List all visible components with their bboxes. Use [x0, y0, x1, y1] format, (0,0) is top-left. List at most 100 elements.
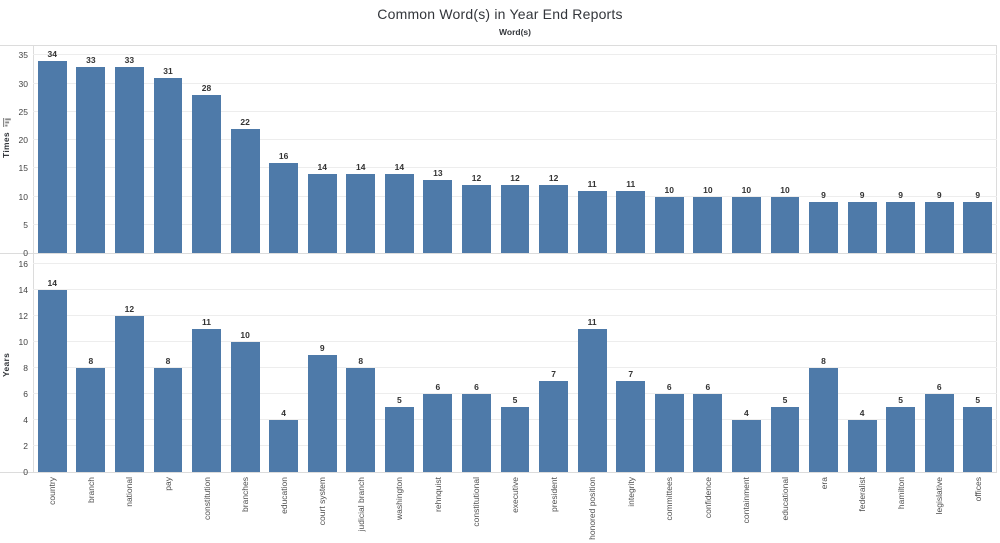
bar-constitutional-times[interactable] [462, 185, 491, 253]
bar-court-system-years[interactable] [307, 355, 337, 472]
bar-slot: 31 [149, 45, 188, 253]
bar-honored-position-times[interactable] [577, 190, 607, 253]
bar-judicial-branch-times[interactable] [346, 173, 376, 253]
bar-washington-times[interactable] [384, 173, 414, 253]
bar-value-label: 5 [898, 395, 904, 405]
bar-legislative-years[interactable] [924, 394, 954, 472]
bar-slot: 9 [843, 45, 882, 253]
bar-era-times[interactable] [809, 202, 838, 253]
bar-slot: 28 [187, 45, 226, 253]
bar-containment-years[interactable] [731, 420, 761, 472]
bar-value-label: 34 [47, 48, 58, 59]
bar-branch-years[interactable] [76, 368, 106, 472]
bar-court-system-times[interactable] [307, 173, 337, 253]
bar-integrity-years[interactable] [616, 381, 646, 472]
bar-country-years[interactable] [37, 290, 67, 472]
bar-constitution-years[interactable] [192, 329, 221, 472]
bar-educational-years[interactable] [770, 407, 800, 472]
bar-offices-years[interactable] [963, 407, 993, 472]
bar-national-years[interactable] [114, 316, 144, 472]
bar-federalist-times[interactable] [847, 202, 877, 253]
bar-confidence-years[interactable] [693, 394, 723, 472]
bar-value-label: 13 [433, 167, 443, 178]
bar-slot: 6 [920, 253, 959, 472]
bar-national-times[interactable] [114, 66, 144, 253]
bar-value-label: 11 [587, 317, 597, 327]
category-slot: washington [380, 472, 419, 542]
bar-executive-times[interactable] [500, 185, 530, 253]
bar-slot: 13 [419, 45, 458, 253]
bar-era-years[interactable] [809, 368, 838, 472]
bar-row: 34 33 33 31 28 22 16 14 14 14 13 12 12 12 11 11 10 10 10 10… [33, 45, 997, 253]
bar-value-label: 9 [898, 190, 904, 201]
bar-pay-times[interactable] [153, 77, 183, 253]
y-tick-label: 12 [18, 311, 28, 321]
bar-federalist-years[interactable] [847, 420, 877, 472]
bar-president-times[interactable] [539, 185, 569, 253]
category-label-washington: washington [394, 477, 405, 521]
bar-slot: 11 [573, 45, 612, 253]
y-tick-label: 0 [23, 248, 28, 258]
bar-educational-times[interactable] [770, 196, 800, 253]
bar-slot: 9 [959, 45, 998, 253]
bar-containment-times[interactable] [731, 196, 761, 253]
bar-value-label: 6 [705, 382, 711, 392]
bar-honored-position-years[interactable] [577, 329, 607, 472]
bar-rehnquist-times[interactable] [423, 179, 453, 253]
bar-hamilton-years[interactable] [886, 407, 916, 472]
bar-confidence-times[interactable] [693, 196, 723, 253]
bar-branch-times[interactable] [76, 66, 106, 253]
bar-hamilton-times[interactable] [886, 202, 916, 253]
bar-executive-years[interactable] [500, 407, 530, 472]
bar-value-label: 14 [394, 161, 405, 172]
bar-value-label: 4 [281, 408, 287, 418]
bar-education-years[interactable] [269, 420, 299, 472]
times-pane: 34 33 33 31 28 22 16 14 14 14 13 12 12 12 11 11 10 10 10 10… [33, 45, 997, 253]
bar-constitutional-years[interactable] [462, 394, 491, 472]
bar-legislative-times[interactable] [924, 202, 954, 253]
bar-slot: 5 [496, 253, 535, 472]
bar-value-label: 22 [240, 116, 250, 127]
category-slot: constitutional [457, 472, 496, 542]
category-label-rehnquist: rehnquist [432, 477, 443, 512]
bar-education-times[interactable] [269, 162, 299, 253]
bar-branches-times[interactable] [230, 128, 260, 253]
bar-committees-times[interactable] [654, 196, 684, 253]
bar-president-years[interactable] [539, 381, 569, 472]
bar-value-label: 6 [936, 382, 942, 392]
bar-slot: 9 [804, 45, 843, 253]
category-slot: president [534, 472, 573, 542]
bar-constitution-times[interactable] [192, 94, 221, 253]
bar-washington-years[interactable] [384, 407, 414, 472]
category-slot: executive [496, 472, 535, 542]
bar-value-label: 14 [356, 161, 366, 172]
bar-value-label: 8 [165, 356, 171, 366]
bar-rehnquist-years[interactable] [423, 394, 453, 472]
category-slot: branch [72, 472, 111, 542]
category-label-branch: branch [85, 477, 96, 503]
category-label-committees: committees [664, 477, 675, 521]
bar-country-times[interactable] [37, 60, 67, 253]
bar-value-label: 28 [201, 82, 212, 93]
gridline [33, 263, 997, 264]
bar-slot: 12 [534, 45, 573, 253]
bar-judicial-branch-years[interactable] [346, 368, 376, 472]
bar-value-label: 11 [202, 317, 212, 327]
bar-value-label: 12 [124, 304, 135, 314]
category-slot: education [264, 472, 303, 542]
bar-integrity-times[interactable] [616, 190, 646, 253]
bar-value-label: 6 [435, 382, 441, 392]
bar-committees-years[interactable] [654, 394, 684, 472]
bar-pay-years[interactable] [153, 368, 183, 472]
category-label-era: era [818, 477, 829, 490]
bar-branches-years[interactable] [230, 342, 260, 472]
bar-value-label: 9 [319, 343, 325, 353]
category-slot: rehnquist [419, 472, 458, 542]
category-label-integrity: integrity [625, 477, 636, 507]
chart-title: Common Word(s) in Year End Reports [377, 6, 623, 22]
y-tick-label: 14 [18, 285, 28, 295]
bar-offices-times[interactable] [963, 202, 993, 253]
x-axis-category-labels: country branch national pay constitution bran… [33, 472, 997, 542]
y-tick-label: 8 [23, 363, 28, 373]
category-label-containment: containment [741, 477, 752, 524]
